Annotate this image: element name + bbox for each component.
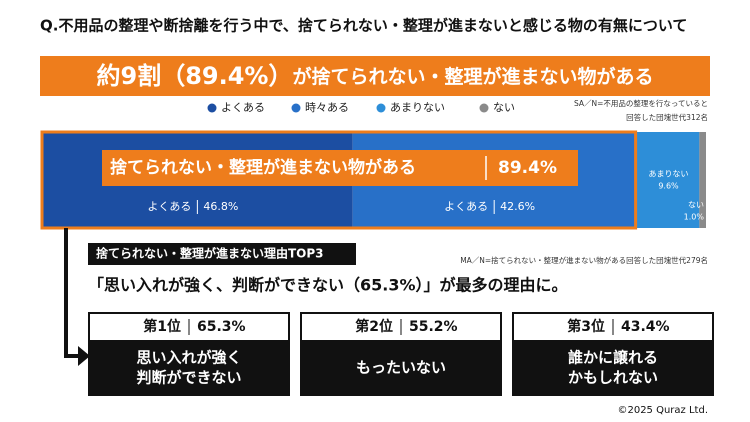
bar-segment <box>635 132 700 228</box>
legend-label: ない <box>493 101 515 114</box>
segment-value: 1.0% <box>684 213 705 222</box>
note: SA／N=不用品の整理を行なっていると <box>574 98 708 108</box>
arrow-head <box>78 346 90 366</box>
reasons-note: MA／N=捨てられない・整理が進まない物がある回答した団塊世代279名 <box>460 255 708 265</box>
card-rank: 第2位 <box>355 318 393 335</box>
reasons-headline: 「思い入れが強く、判断ができない（65.3%）」が最多の理由に。 <box>88 276 568 295</box>
card-label: かもしれない <box>568 369 658 387</box>
segment-label: よくある <box>147 200 191 213</box>
card-value: 65.3% <box>197 319 246 335</box>
bar-segment <box>699 132 706 228</box>
legend-swatch <box>207 103 217 113</box>
card-label: もったいない <box>356 359 446 377</box>
legend-label: あまりない <box>390 101 445 114</box>
legend-swatch <box>291 103 301 113</box>
summary-outline <box>40 130 638 230</box>
legend-swatch <box>376 103 386 113</box>
card-value: 43.4% <box>621 319 670 335</box>
segment-value: 9.6% <box>658 182 679 191</box>
legend-label: 時々ある <box>305 101 349 114</box>
summary-label: 捨てられない・整理が進まない物がある <box>110 157 416 178</box>
headline-band <box>40 56 710 96</box>
summary-box <box>102 150 578 186</box>
segment-value: 46.8% <box>203 200 238 213</box>
summary-value: 89.4% <box>498 158 557 178</box>
segment-label: あまりない <box>648 170 688 179</box>
question: Q.不用品の整理や断捨離を行う中で、捨てられない・整理が進まないと感じる物の有無… <box>40 17 687 35</box>
card-label: 誰かに譲れる <box>568 349 658 367</box>
headline: 約9割（89.4%）が捨てられない・整理が進まない物がある <box>97 62 654 90</box>
card-rank: 第3位 <box>567 318 605 335</box>
copyright: ©2025 Quraz Ltd. <box>617 405 708 416</box>
legend-swatch <box>479 103 489 113</box>
segment-value: 42.6% <box>500 200 535 213</box>
reasons-title: 捨てられない・整理が進まない理由TOP3 <box>96 246 324 261</box>
card-label: 判断ができない <box>136 369 241 387</box>
card-label: 思い入れが強く <box>136 349 241 367</box>
headline-emphasis: 約9割（89.4%） <box>97 62 293 90</box>
note: 回答した団塊世代312名 <box>626 112 708 122</box>
legend-label: よくある <box>221 101 265 114</box>
reasons-title-box <box>88 243 356 265</box>
card-value: 55.2% <box>409 319 458 335</box>
segment-label: ない <box>688 201 704 210</box>
headline-rest: が捨てられない・整理が進まない物がある <box>292 65 653 88</box>
arrow <box>64 228 80 358</box>
card-rank: 第1位 <box>143 318 181 335</box>
segment-label: よくある <box>444 200 488 213</box>
